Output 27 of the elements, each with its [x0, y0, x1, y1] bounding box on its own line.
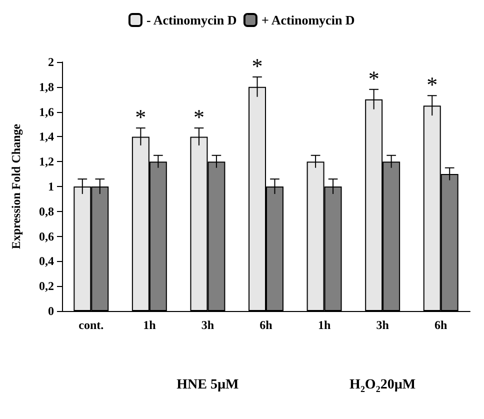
y-tick-label: 0,8	[39, 204, 54, 218]
x-tick-label: 1h	[143, 318, 156, 332]
y-tick-label: 0,6	[39, 229, 54, 244]
x-tick-label: 6h	[260, 318, 273, 332]
data-label: *	[252, 53, 263, 78]
y-tick-label: 0	[48, 304, 54, 318]
y-tick-label: 1,8	[39, 80, 54, 94]
y-axis-title: Expression Fold Change	[9, 123, 23, 250]
data-label: *	[193, 104, 204, 130]
y-tick-label: 1	[48, 180, 54, 194]
legend-label: - Actinomycin D	[146, 12, 237, 28]
x-tick-label: 3h	[201, 318, 214, 332]
y-tick-label: 1,6	[39, 104, 54, 119]
x-tick-label: cont.	[78, 318, 104, 332]
data-label: *	[368, 66, 380, 91]
y-tick-label: 0,2	[39, 279, 54, 294]
y-tick-label: 1,4	[39, 130, 54, 144]
y-tick-label: 2	[48, 55, 54, 69]
data-label: *	[135, 104, 146, 130]
text: HNE 5µM	[176, 378, 239, 392]
x-tick-label: 3h	[376, 318, 390, 332]
x-tick-label: 6h	[434, 318, 448, 332]
data-label: *	[426, 72, 438, 98]
y-tick-label: 0,4	[39, 254, 54, 268]
x-tick-label: 1h	[318, 318, 331, 332]
y-tick-label: 1,2	[39, 154, 54, 169]
legend-label: + Actinomycin D	[261, 12, 355, 28]
